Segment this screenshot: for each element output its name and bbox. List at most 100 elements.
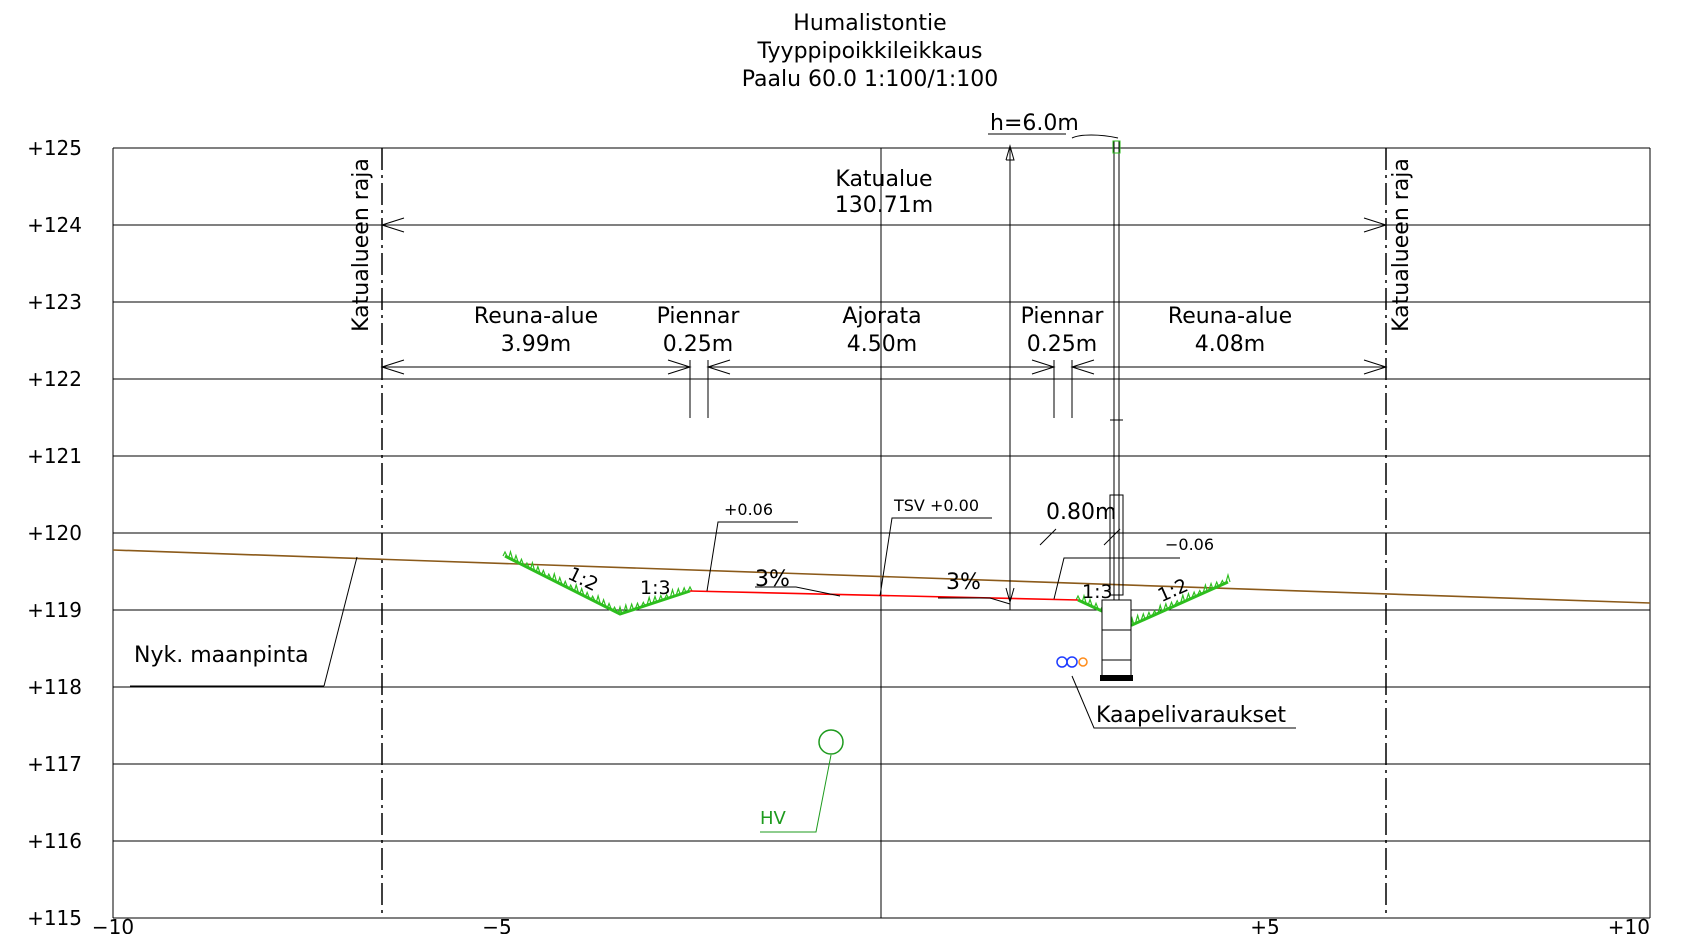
grass-tuft [1174, 599, 1180, 606]
grass-tuft [1202, 582, 1208, 593]
katualue-label: Katualue [835, 167, 932, 192]
segment-width: 4.50m [847, 332, 917, 357]
grass-tuft [669, 587, 676, 597]
grass-tuft [652, 594, 658, 603]
grass-tuft [1168, 600, 1175, 608]
grass-tuft [562, 579, 568, 587]
x-tick-label: −5 [482, 915, 511, 934]
y-tick-label: +117 [27, 752, 82, 776]
offset-tick [1103, 528, 1121, 546]
grass-tuft [1157, 603, 1163, 613]
pole-height-label: h=6.0m [990, 111, 1079, 136]
grass-tuft [502, 550, 508, 557]
grass-tuft [540, 568, 546, 576]
grass-tuft [675, 586, 681, 596]
ditch-slope-label: 1:3 [640, 577, 671, 599]
title-line-2: Tyyppipoikkileikkaus [757, 39, 983, 64]
katualue-width: 130.71m [835, 193, 933, 218]
arrowhead [1363, 359, 1388, 375]
grass-tuft [629, 602, 635, 611]
leader-line [1071, 675, 1296, 729]
offset-tick [1039, 528, 1057, 546]
grass-tuft [1152, 609, 1158, 616]
grass-tuft [1093, 601, 1099, 609]
grass-tuft [1214, 580, 1220, 588]
grass-tuft [595, 593, 601, 604]
right-edge-height: −0.06 [1165, 535, 1214, 554]
title-line-3: Paalu 60.0 1:100/1:100 [742, 67, 998, 92]
grass-tuft [1208, 581, 1214, 590]
grass-tuft [1185, 591, 1192, 600]
pole-foundation [1101, 599, 1132, 681]
boundary-label-right: Katualueen raja [1389, 158, 1414, 332]
grass-tuft [1225, 572, 1231, 583]
cable-label: Kaapelivaraukset [1096, 703, 1286, 728]
x-tick-label: +5 [1250, 915, 1279, 934]
grass-tuft [546, 572, 552, 579]
leader-line [879, 517, 992, 597]
grass-tuft [1180, 593, 1186, 603]
y-tick-label: +125 [27, 136, 82, 160]
grass-tuft [573, 582, 579, 593]
leader-line [323, 556, 358, 687]
y-tick-label: +121 [27, 444, 82, 468]
grass-tuft [1146, 610, 1152, 618]
grass-tuft [513, 553, 519, 562]
segment-width: 3.99m [501, 332, 571, 357]
grass-tuft [590, 594, 596, 601]
arrowhead [1005, 587, 1015, 604]
grass-tuft [551, 571, 557, 582]
grass-tuft [1075, 594, 1081, 601]
grass-tuft [1081, 593, 1087, 603]
segment-label: Piennar [1021, 304, 1105, 329]
arrowhead [380, 359, 405, 375]
left-ditch [504, 554, 691, 616]
foundation-base [1100, 675, 1133, 681]
slope-label-right: 3% [946, 570, 981, 595]
grass-tuft [568, 583, 574, 590]
grass-tuft [1197, 589, 1203, 595]
grass-tuft [611, 605, 618, 612]
existing-ground-line [112, 549, 1651, 604]
grass-tuft [1163, 601, 1169, 611]
grass-tuft [1219, 579, 1225, 585]
segment-label: Reuna-alue [1168, 304, 1292, 329]
left-edge-height: +0.06 [724, 500, 773, 519]
grass-tuft [1191, 590, 1197, 598]
grass-tuft [524, 561, 530, 568]
pole-top [1112, 140, 1121, 154]
water-pipe-label: HV [760, 808, 787, 829]
grass-tuft [557, 575, 563, 584]
arrowhead [1005, 144, 1015, 161]
grass-tuft [601, 597, 607, 606]
grass-tuft [579, 586, 585, 595]
grass-tuft [606, 601, 612, 609]
water-pipe-icon [818, 729, 844, 755]
slope-arrow [938, 597, 1011, 605]
segment-width: 0.25m [663, 332, 733, 357]
grass-tuft [507, 549, 514, 559]
cable-circle-icon [1056, 656, 1068, 668]
grass-tuft [687, 585, 693, 592]
ditch-slope-label: 1:2 [564, 563, 601, 596]
leader-line [1053, 557, 1180, 600]
title-line-1: Humalistontie [793, 11, 946, 36]
grass-tuft [584, 590, 590, 598]
grass-tuft [617, 608, 623, 615]
grass-tuft [518, 557, 524, 565]
y-tick-label: +119 [27, 598, 82, 622]
cable-circle-icon [1066, 656, 1078, 668]
grass-tuft [681, 586, 687, 594]
pole-arm [1071, 134, 1119, 139]
y-tick-label: +118 [27, 675, 82, 699]
grass-tuft [658, 593, 664, 601]
grass-tuft [640, 600, 646, 607]
boundary-label-left: Katualueen raja [349, 158, 374, 332]
y-tick-label: +115 [27, 906, 82, 930]
arrowhead [380, 217, 405, 233]
ditch-slope-label: 1:3 [1082, 581, 1113, 603]
segment-width: 4.08m [1195, 332, 1265, 357]
grass-tuft [529, 560, 535, 570]
y-tick-label: +120 [27, 521, 82, 545]
